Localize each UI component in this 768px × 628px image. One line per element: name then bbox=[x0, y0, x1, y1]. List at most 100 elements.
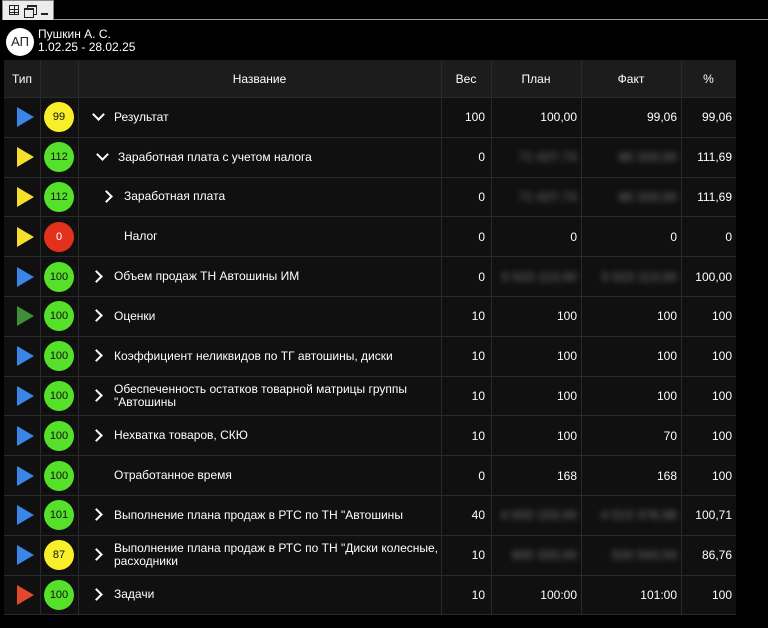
user-name: Пушкин А. С. bbox=[38, 27, 111, 41]
chevron-right-icon[interactable] bbox=[90, 269, 106, 285]
table-row[interactable]: 100 Отработанное время 0 168 168 100 bbox=[4, 456, 736, 496]
table-row[interactable]: 112 Заработная плата с учетом налога 0 71 0… bbox=[4, 137, 736, 178]
avatar: АП bbox=[6, 28, 34, 56]
row-name: Результат bbox=[114, 109, 169, 124]
plan-value: 100:00 bbox=[540, 587, 577, 602]
tab-underline bbox=[54, 19, 768, 20]
column-header-fact[interactable]: Факт bbox=[617, 71, 645, 86]
name-cell: Отработанное время bbox=[78, 456, 441, 495]
chevron-right-icon[interactable] bbox=[90, 547, 106, 563]
plan-value: 5 523 113,00 bbox=[501, 269, 577, 284]
plan-cell: 100,00 bbox=[491, 98, 581, 137]
fact-cell: 5 523 113,00 bbox=[581, 257, 681, 296]
status-triangle-icon bbox=[16, 186, 34, 207]
plan-cell: 71 027,73 bbox=[491, 138, 581, 177]
table-row[interactable]: 112 Заработная плата 0 71 027,73 80 333,00 11… bbox=[4, 177, 736, 218]
score-badge: 0 bbox=[44, 221, 74, 252]
score-badge: 100 bbox=[44, 460, 74, 491]
table-row[interactable]: 100 Обеспеченность остатков товарной матр… bbox=[4, 376, 736, 417]
chevron-right-icon[interactable] bbox=[90, 587, 106, 603]
fact-cell: 100 bbox=[581, 377, 681, 416]
plan-cell: 100 bbox=[491, 416, 581, 455]
name-cell: Заработная плата bbox=[78, 178, 441, 217]
column-header-plan[interactable]: План bbox=[521, 71, 551, 86]
table-row[interactable]: 87 Выполнение плана продаж в РТС по ТН "Д… bbox=[4, 535, 736, 576]
row-name: Коэффициент неликвидов по ТГ автошины, д… bbox=[114, 348, 393, 363]
fact-cell: 100 bbox=[581, 297, 681, 336]
fact-value: 100 bbox=[656, 309, 677, 324]
weight-cell: 0 bbox=[478, 150, 485, 165]
name-cell: Коэффициент неликвидов по ТГ автошины, д… bbox=[78, 337, 441, 376]
table-row[interactable]: 0 Налог 0 0 0 0 bbox=[4, 217, 736, 258]
fact-cell: 80 333,00 bbox=[581, 178, 681, 217]
restore-window-icon[interactable] bbox=[24, 5, 37, 18]
fact-cell: 4 513 376,98 bbox=[581, 496, 681, 535]
fact-value: 100 bbox=[656, 349, 677, 364]
row-name: Нехватка товаров, СКЮ bbox=[114, 428, 248, 443]
column-header-name[interactable]: Название bbox=[232, 71, 287, 86]
type-cell bbox=[4, 496, 40, 535]
fact-cell: 99,06 bbox=[581, 98, 681, 137]
table-row[interactable]: 100 Задачи 10 100:00 101:00 100 bbox=[4, 575, 736, 616]
fact-value: 0 bbox=[670, 229, 677, 244]
chevron-down-icon[interactable] bbox=[94, 149, 110, 165]
weight-cell: 10 bbox=[471, 349, 485, 364]
fact-cell: 100 bbox=[581, 337, 681, 376]
name-cell: Объем продаж ТН Автошины ИМ bbox=[78, 257, 441, 296]
row-name: Выполнение плана продаж в РТС по ТН "Дис… bbox=[114, 541, 439, 569]
table-row[interactable]: 100 Оценки 10 100 100 100 bbox=[4, 296, 736, 337]
row-name: Объем продаж ТН Автошины ИМ bbox=[114, 269, 300, 284]
score-badge: 100 bbox=[44, 420, 74, 451]
plan-value: 168 bbox=[556, 468, 577, 483]
percent-cell: 111,69 bbox=[697, 189, 732, 204]
fact-value: 80 333,00 bbox=[619, 189, 677, 204]
row-name: Оценки bbox=[114, 308, 156, 323]
weight-cell: 10 bbox=[471, 309, 485, 324]
chevron-right-icon[interactable] bbox=[90, 507, 106, 523]
table-row[interactable]: 100 Коэффициент неликвидов по ТГ автошины… bbox=[4, 336, 736, 377]
table-row[interactable]: 99 Результат 100 100,00 99,06 99,06 bbox=[4, 98, 736, 138]
score-badge: 100 bbox=[44, 261, 74, 292]
row-name: Заработная плата с учетом налога bbox=[118, 149, 312, 164]
status-triangle-icon bbox=[16, 147, 34, 168]
column-header-type[interactable]: Тип bbox=[12, 71, 33, 86]
status-triangle-icon bbox=[16, 505, 34, 526]
row-name: Заработная плата bbox=[124, 189, 226, 204]
percent-cell: 100 bbox=[711, 587, 732, 602]
status-triangle-icon bbox=[16, 385, 34, 406]
table-row[interactable]: 100 Нехватка товаров, СКЮ 10 100 70 100 bbox=[4, 416, 736, 457]
table-row[interactable]: 101 Выполнение плана продаж в РТС по ТН "… bbox=[4, 495, 736, 536]
chevron-right-icon[interactable] bbox=[90, 308, 106, 324]
percent-cell: 100 bbox=[711, 388, 732, 403]
name-cell: Налог bbox=[78, 217, 441, 256]
weight-cell: 0 bbox=[478, 189, 485, 204]
chevron-down-icon[interactable] bbox=[90, 109, 106, 125]
minimize-icon[interactable] bbox=[41, 13, 48, 15]
name-cell: Результат bbox=[78, 98, 441, 137]
chevron-right-icon[interactable] bbox=[90, 388, 106, 404]
name-cell: Нехватка товаров, СКЮ bbox=[78, 416, 441, 455]
plan-value: 100,00 bbox=[540, 110, 577, 125]
row-name: Обеспеченность остатков товарной матрицы… bbox=[114, 381, 408, 409]
window-tab[interactable] bbox=[2, 0, 54, 20]
weight-cell: 0 bbox=[478, 468, 485, 483]
fact-cell: 101:00 bbox=[581, 576, 681, 615]
chevron-right-icon[interactable] bbox=[90, 428, 106, 444]
percent-cell: 100 bbox=[711, 349, 732, 364]
fact-cell: 70 bbox=[581, 416, 681, 455]
percent-cell: 0 bbox=[725, 229, 732, 244]
status-triangle-icon bbox=[16, 584, 34, 605]
table-body: 99 Результат 100 100,00 99,06 99,06 112 Заработ… bbox=[4, 98, 736, 616]
table-row[interactable]: 100 Объем продаж ТН Автошины ИМ 0 5 523 113… bbox=[4, 257, 736, 297]
grid-icon[interactable] bbox=[9, 5, 19, 15]
fact-cell: 0 bbox=[581, 217, 681, 256]
type-cell bbox=[4, 576, 40, 615]
fact-cell: 520 543,04 bbox=[581, 536, 681, 575]
column-header-weight[interactable]: Вес bbox=[455, 71, 477, 86]
column-header-percent[interactable]: % bbox=[703, 71, 714, 86]
chevron-right-icon[interactable] bbox=[100, 189, 116, 205]
chevron-right-icon[interactable] bbox=[90, 348, 106, 364]
user-header: АП Пушкин А. С. 1.02.25 - 28.02.25 bbox=[0, 20, 768, 60]
type-cell bbox=[4, 337, 40, 376]
weight-cell: 10 bbox=[471, 388, 485, 403]
